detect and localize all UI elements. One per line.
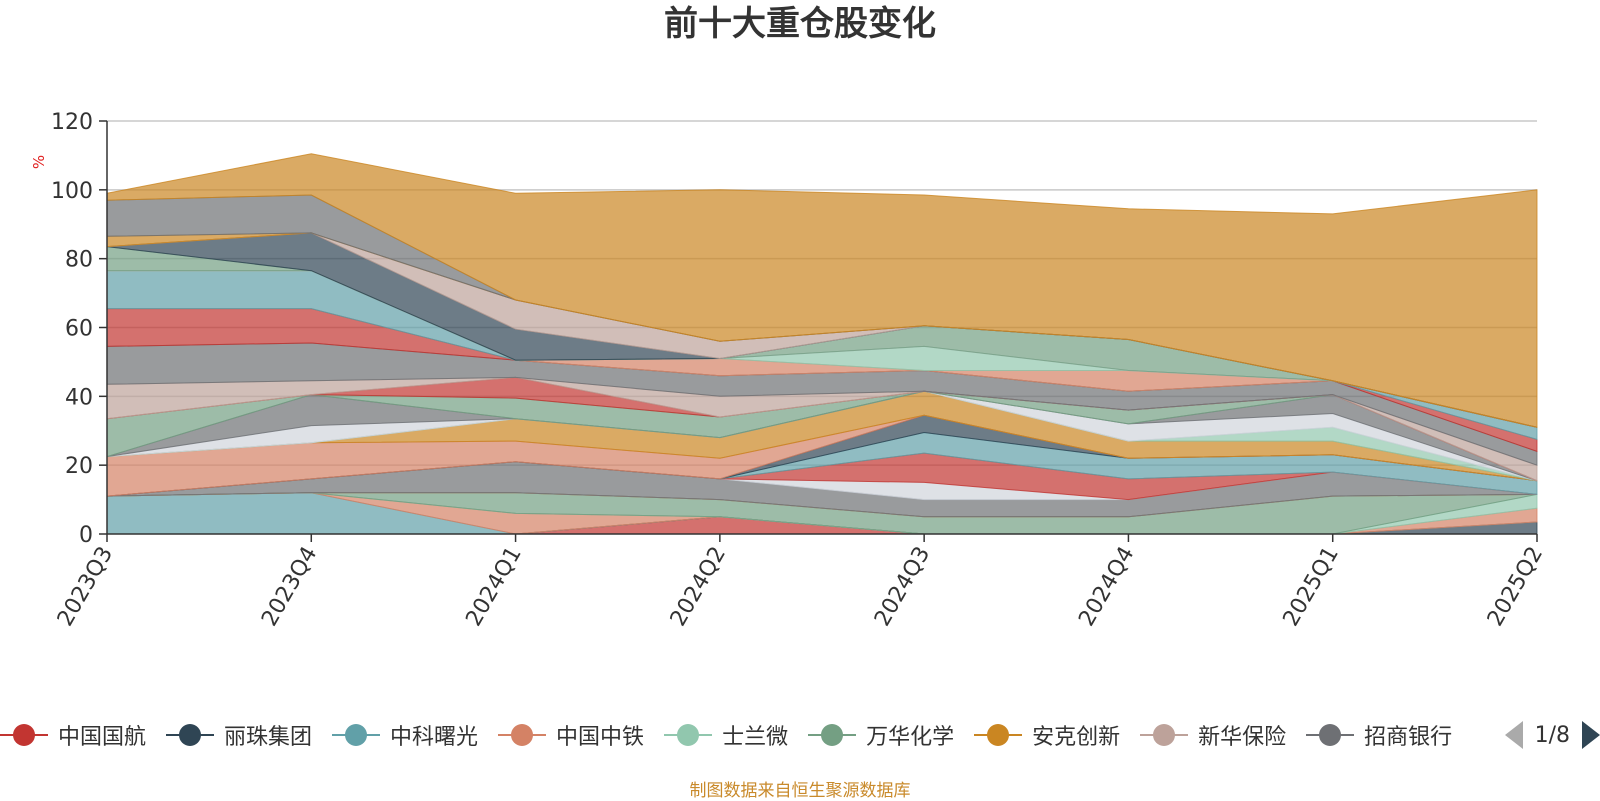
stacked-areas — [106, 153, 1538, 535]
series-area-32 — [106, 153, 1538, 428]
legend-label: 新华保险 — [1198, 725, 1287, 750]
legend-item[interactable]: 中国国航 — [0, 719, 146, 751]
legend-swatch-icon — [974, 721, 1023, 749]
legend-swatch-icon — [808, 721, 857, 749]
legend-label: 中科曙光 — [390, 725, 479, 750]
legend-swatch-dot — [179, 724, 202, 746]
legend-next-page-button[interactable] — [1582, 721, 1600, 749]
legend-item[interactable]: 新华保险 — [1140, 719, 1286, 751]
legend-swatch-dot — [13, 724, 35, 746]
x-tick-label: 2024Q2 — [666, 543, 731, 631]
legend-swatch-icon — [332, 721, 381, 749]
legend-swatch-dot — [677, 724, 700, 746]
y-tick-label: 0 — [79, 523, 93, 548]
x-tick-label: 2024Q4 — [1074, 543, 1139, 631]
x-tick-label: 2024Q3 — [870, 543, 935, 631]
legend-items: 中国国航 丽珠集团 中科曙光 中国中铁 士兰微 万华化学 安克创新 新华保险 招商银行 — [0, 719, 1480, 751]
x-tick-label: 2023Q3 — [53, 543, 118, 631]
legend-label: 士兰微 — [722, 725, 789, 750]
legend-item[interactable]: 招商银行 — [1306, 719, 1452, 751]
legend-swatch-icon — [0, 721, 48, 749]
legend-label: 中国国航 — [58, 725, 147, 750]
legend-swatch-icon — [1140, 721, 1189, 749]
legend-item[interactable]: 中科曙光 — [332, 719, 478, 751]
x-tick-label: 2023Q4 — [257, 543, 322, 631]
legend-swatch-icon — [664, 721, 713, 749]
legend-item[interactable]: 安克创新 — [974, 719, 1120, 751]
chart-title: 前十大重仓股变化 — [664, 4, 936, 44]
source-note: 制图数据来自恒生聚源数据库 — [689, 781, 911, 801]
legend-prev-page-button[interactable] — [1504, 721, 1523, 749]
legend-item[interactable]: 士兰微 — [664, 719, 788, 751]
y-tick-label: 80 — [65, 248, 93, 273]
y-tick-label: 40 — [65, 385, 93, 410]
legend-swatch-icon — [166, 721, 215, 749]
y-axis-unit: % — [30, 155, 48, 169]
x-tick-label: 2025Q2 — [1483, 543, 1548, 631]
legend: 中国国航 丽珠集团 中科曙光 中国中铁 士兰微 万华化学 安克创新 新华保险 招商银行 1/8 — [0, 712, 1600, 758]
legend-page-indicator: 1/8 — [1534, 722, 1570, 748]
legend-swatch-dot — [1319, 724, 1342, 746]
chart-plot: 0 20 40 60 80 100 120 2023Q3 2023Q4 2024Q1 2024Q2 2… — [30, 110, 1548, 631]
y-tick-label: 60 — [65, 317, 93, 342]
legend-swatch-icon — [1306, 721, 1355, 749]
x-tick-label: 2024Q1 — [461, 543, 526, 631]
x-tick-label: 2025Q1 — [1279, 543, 1344, 631]
legend-pager: 1/8 — [1498, 712, 1600, 758]
legend-item[interactable]: 中国中铁 — [498, 719, 644, 751]
legend-swatch-dot — [821, 724, 844, 746]
legend-label: 招商银行 — [1364, 725, 1453, 750]
legend-label: 安克创新 — [1032, 725, 1121, 750]
y-tick-label: 20 — [65, 454, 93, 479]
legend-swatch-dot — [987, 724, 1010, 746]
legend-item[interactable]: 丽珠集团 — [166, 719, 312, 751]
y-tick-label: 100 — [51, 179, 93, 204]
legend-label: 中国中铁 — [556, 725, 645, 750]
legend-swatch-dot — [345, 724, 368, 746]
legend-swatch-dot — [1153, 724, 1176, 746]
legend-swatch-icon — [498, 721, 547, 749]
y-tick-label: 120 — [51, 110, 93, 135]
legend-label: 万华化学 — [866, 725, 955, 750]
legend-swatch-dot — [511, 724, 534, 746]
legend-item[interactable]: 万华化学 — [808, 719, 954, 751]
legend-label: 丽珠集团 — [224, 725, 313, 750]
